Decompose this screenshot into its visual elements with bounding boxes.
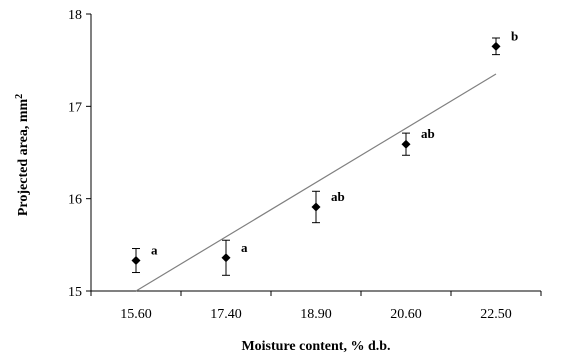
significance-label: a <box>241 240 248 255</box>
data-point-diamond <box>131 256 141 266</box>
significance-label: ab <box>421 126 435 141</box>
x-tick-label: 15.60 <box>120 307 152 322</box>
data-point-diamond <box>221 253 231 263</box>
y-axis-title: Projected area, mm2 <box>14 94 32 216</box>
plot-area: 15 16 17 18 15.60 17.40 18.90 20.60 22.50 a a ab ab b <box>68 8 542 322</box>
y-axis-title-superscript: 2 <box>14 94 25 99</box>
data-point-diamond <box>401 139 411 149</box>
y-tick-label: 15 <box>68 285 82 300</box>
x-tick-label: 18.90 <box>300 307 332 322</box>
y-tick-label: 17 <box>68 100 82 115</box>
significance-label: a <box>151 243 158 258</box>
y-tick-label: 18 <box>68 8 82 23</box>
data-point-diamond <box>311 202 321 212</box>
data-point-diamond <box>491 41 501 51</box>
significance-label: b <box>511 28 518 43</box>
x-tick-label: 20.60 <box>390 307 422 322</box>
y-axis-title-text: Projected area, mm <box>16 99 31 217</box>
y-tick-label: 16 <box>68 193 82 208</box>
x-axis-title: Moisture content, % d.b. <box>241 339 390 354</box>
x-tick-label: 22.50 <box>480 307 512 322</box>
trend-line <box>135 73 497 292</box>
significance-label: ab <box>331 189 345 204</box>
x-tick-label: 17.40 <box>210 307 242 322</box>
